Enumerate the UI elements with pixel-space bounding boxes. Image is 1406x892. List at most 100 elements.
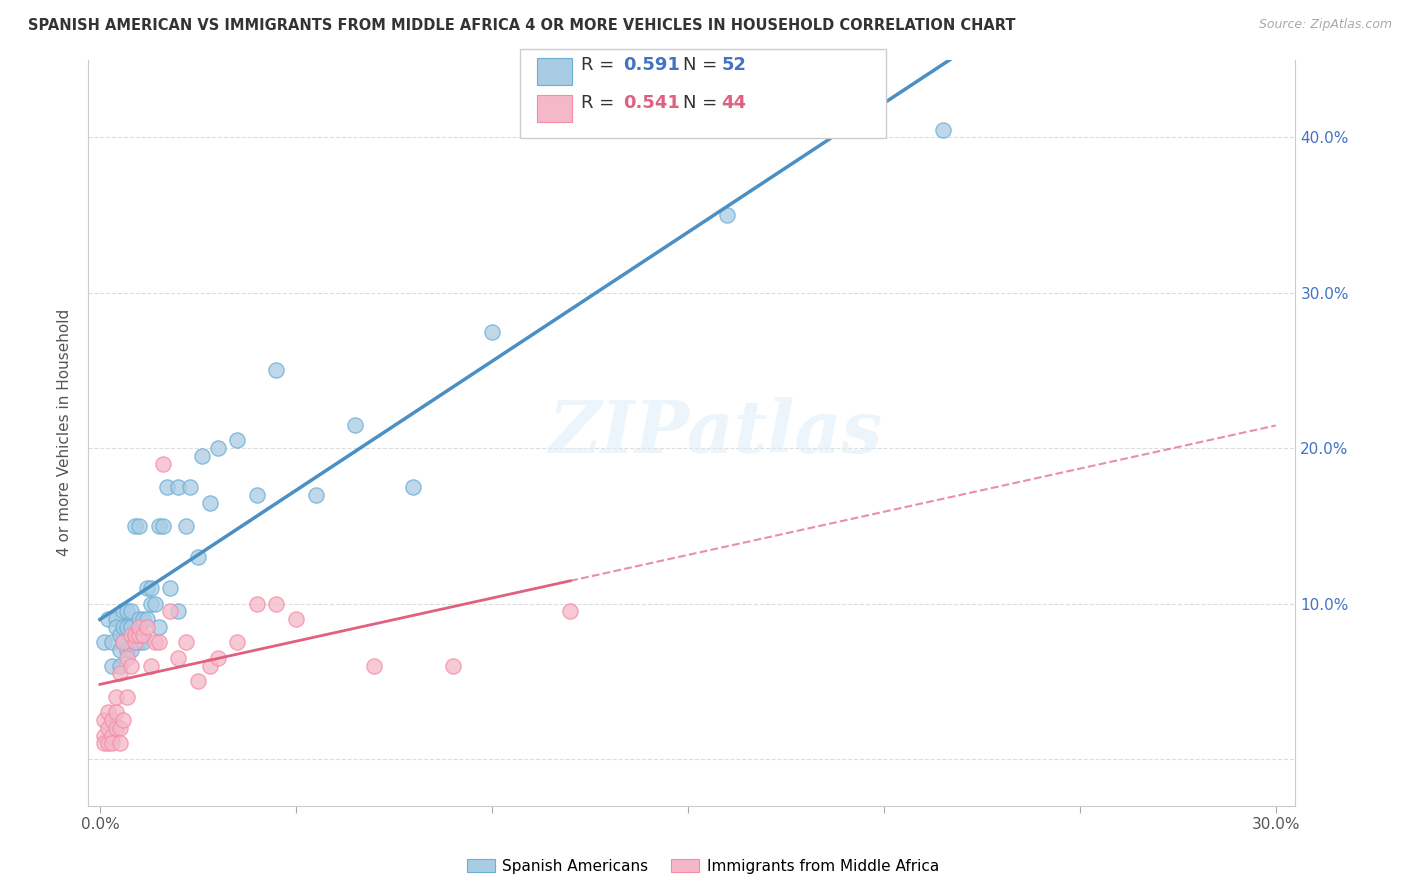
- Point: [97, 612, 120, 626]
- Point: [93, 635, 115, 649]
- Point: [100, 713, 122, 727]
- Text: Source: ZipAtlas.com: Source: ZipAtlas.com: [1258, 18, 1392, 31]
- Point: [132, 635, 155, 649]
- Point: [716, 208, 738, 222]
- Point: [104, 706, 127, 720]
- Point: [174, 519, 197, 533]
- Point: [100, 635, 122, 649]
- Point: [931, 122, 953, 136]
- Point: [226, 635, 249, 649]
- Point: [179, 480, 201, 494]
- Text: 52: 52: [721, 56, 747, 74]
- Point: [93, 729, 115, 743]
- Point: [207, 441, 229, 455]
- Point: [128, 620, 150, 634]
- Point: [207, 651, 229, 665]
- Text: 0.591: 0.591: [623, 56, 679, 74]
- Point: [152, 519, 174, 533]
- Point: [343, 417, 366, 432]
- Text: R =: R =: [581, 94, 620, 112]
- Point: [124, 519, 146, 533]
- Point: [132, 627, 155, 641]
- Point: [108, 721, 131, 735]
- Point: [104, 612, 127, 626]
- Point: [246, 488, 269, 502]
- Point: [97, 706, 120, 720]
- Point: [112, 635, 135, 649]
- Text: N =: N =: [683, 56, 723, 74]
- Point: [117, 620, 139, 634]
- Point: [148, 620, 170, 634]
- Point: [128, 519, 150, 533]
- Point: [152, 457, 174, 471]
- Point: [124, 635, 146, 649]
- Point: [117, 651, 139, 665]
- Point: [104, 690, 127, 704]
- Point: [100, 658, 122, 673]
- Point: [226, 434, 249, 448]
- Point: [104, 620, 127, 634]
- Point: [198, 658, 221, 673]
- Point: [148, 635, 170, 649]
- Point: [112, 620, 135, 634]
- Text: ZIPatlas: ZIPatlas: [548, 397, 883, 468]
- Point: [120, 604, 142, 618]
- Point: [108, 736, 131, 750]
- Point: [136, 612, 159, 626]
- Point: [198, 495, 221, 509]
- Point: [124, 627, 146, 641]
- Text: R =: R =: [581, 56, 620, 74]
- Point: [112, 635, 135, 649]
- Point: [117, 690, 139, 704]
- Point: [128, 627, 150, 641]
- Point: [402, 480, 425, 494]
- Point: [100, 729, 122, 743]
- Point: [112, 713, 135, 727]
- Point: [120, 643, 142, 657]
- Text: 44: 44: [721, 94, 747, 112]
- Point: [120, 627, 142, 641]
- Point: [167, 651, 190, 665]
- Point: [93, 713, 115, 727]
- Point: [120, 620, 142, 634]
- Point: [139, 597, 162, 611]
- Point: [187, 674, 209, 689]
- Point: [560, 604, 582, 618]
- Point: [112, 604, 135, 618]
- Point: [108, 658, 131, 673]
- Point: [266, 597, 288, 611]
- Text: SPANISH AMERICAN VS IMMIGRANTS FROM MIDDLE AFRICA 4 OR MORE VEHICLES IN HOUSEHOL: SPANISH AMERICAN VS IMMIGRANTS FROM MIDD…: [28, 18, 1015, 33]
- Point: [117, 604, 139, 618]
- Point: [117, 643, 139, 657]
- Y-axis label: 4 or more Vehicles in Household: 4 or more Vehicles in Household: [58, 309, 72, 557]
- Point: [187, 549, 209, 564]
- Point: [128, 635, 150, 649]
- Point: [108, 643, 131, 657]
- Text: 0.541: 0.541: [623, 94, 679, 112]
- Point: [136, 620, 159, 634]
- Point: [93, 736, 115, 750]
- Point: [108, 627, 131, 641]
- Point: [128, 612, 150, 626]
- Text: N =: N =: [683, 94, 723, 112]
- Point: [304, 488, 326, 502]
- Point: [481, 325, 503, 339]
- Point: [104, 721, 127, 735]
- Point: [136, 581, 159, 595]
- Point: [132, 612, 155, 626]
- Point: [143, 597, 166, 611]
- Point: [174, 635, 197, 649]
- Point: [284, 612, 307, 626]
- Point: [167, 604, 190, 618]
- Point: [97, 736, 120, 750]
- Point: [108, 666, 131, 681]
- Point: [167, 480, 190, 494]
- Point: [97, 721, 120, 735]
- Point: [100, 736, 122, 750]
- Point: [148, 519, 170, 533]
- Point: [120, 658, 142, 673]
- Point: [139, 581, 162, 595]
- Point: [191, 449, 214, 463]
- Point: [159, 581, 181, 595]
- Point: [124, 635, 146, 649]
